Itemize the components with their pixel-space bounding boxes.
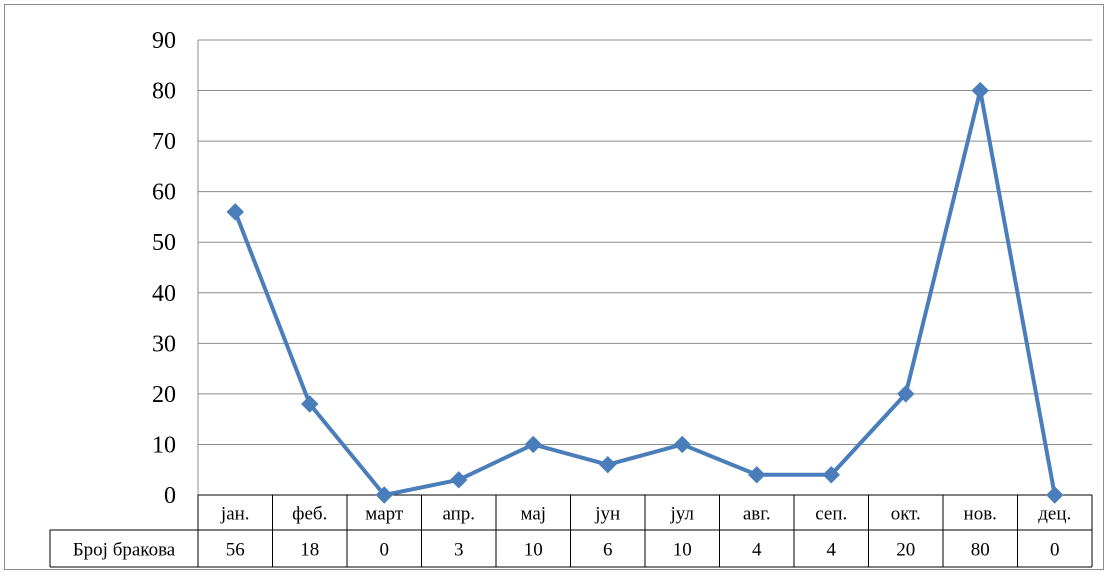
x-tick-label: март [365, 504, 404, 525]
y-tick-label: 10 [152, 432, 176, 458]
data-point-marker [524, 435, 542, 454]
x-tick-label: јун [594, 504, 620, 525]
table-value-cell: 20 [896, 540, 915, 561]
table-value-cell: 4 [752, 540, 762, 561]
data-point-marker [748, 466, 766, 484]
x-tick-label: јул [670, 504, 695, 525]
data-point-marker [599, 455, 617, 474]
x-tick-label: феб. [292, 504, 327, 525]
y-tick-label: 50 [152, 230, 176, 256]
table-value-cell: 10 [673, 540, 692, 561]
x-tick-label: јан. [220, 504, 250, 525]
y-tick-label: 70 [152, 129, 176, 155]
table-value-cell: 0 [380, 540, 390, 561]
y-tick-label: 30 [152, 331, 176, 357]
x-tick-label: окт. [891, 504, 921, 525]
series-name-label: Број бракова [73, 540, 176, 561]
data-point-marker [1046, 486, 1064, 504]
data-point-marker [971, 81, 989, 100]
table-value-cell: 0 [1050, 540, 1060, 561]
data-point-marker [673, 435, 691, 454]
data-point-marker [375, 486, 393, 504]
data-point-marker [450, 471, 468, 489]
table-value-cell: 3 [454, 540, 464, 561]
y-axis-ticks: 0 10 20 30 40 50 60 70 80 90 [152, 28, 176, 509]
series-line [233, 88, 1057, 497]
x-tick-label: апр. [442, 504, 475, 525]
gridlines [197, 39, 1092, 495]
y-tick-label: 20 [152, 382, 176, 408]
table-value-cell: 10 [524, 540, 543, 561]
y-tick-label: 90 [152, 28, 176, 54]
chart-frame [4, 4, 1104, 570]
y-tick-label: 40 [152, 281, 176, 307]
y-tick-label: 60 [152, 180, 176, 206]
data-point-marker [226, 203, 244, 221]
data-point-marker [897, 385, 915, 403]
x-tick-label: сеп. [815, 504, 847, 525]
table-value-cell: 18 [300, 540, 319, 561]
table-value-cell: 6 [603, 540, 613, 561]
y-tick-label: 80 [152, 79, 176, 105]
data-table: Број бракова јан. 56 феб. 18 март 0 апр. 3 мај 10 ј… [49, 494, 1093, 568]
series-layer [226, 81, 1064, 504]
x-tick-label: нов. [964, 504, 997, 525]
x-tick-label: дец. [1038, 504, 1071, 525]
x-tick-label: авг. [743, 504, 771, 525]
data-point-marker [822, 466, 840, 484]
x-tick-label: мај [520, 504, 546, 525]
table-value-cell: 80 [971, 540, 990, 561]
y-tick-label: 0 [164, 483, 176, 509]
table-value-cell: 56 [226, 540, 245, 561]
table-value-cell: 4 [827, 540, 837, 561]
data-point-marker [301, 395, 319, 413]
